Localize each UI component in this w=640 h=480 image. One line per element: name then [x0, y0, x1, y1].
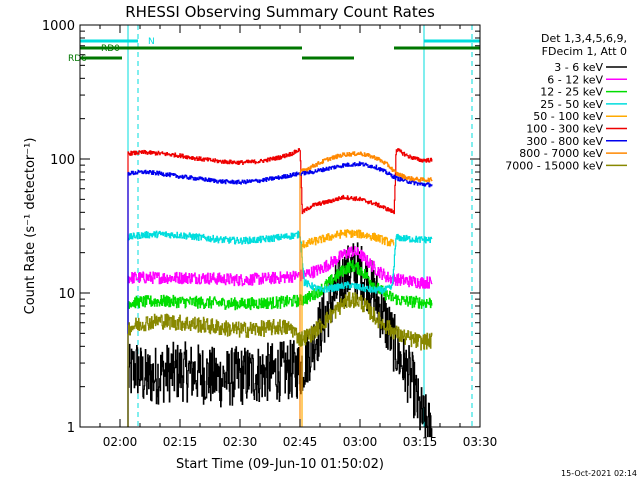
legend-label-12-25-kev: 12 - 25 keV	[540, 86, 603, 99]
legend-label-300-800-kev: 300 - 800 keV	[526, 135, 603, 148]
legend-label-50-100-kev: 50 - 100 keV	[533, 110, 603, 123]
state-bar-label-rd6: RD6	[68, 54, 87, 64]
series-100-300-kev	[127, 148, 433, 427]
y-tick-label: 100	[50, 153, 75, 168]
x-tick-label: 02:30	[223, 435, 258, 449]
series-6-12-kev	[127, 246, 433, 427]
y-tick-label: 10	[58, 287, 75, 302]
legend: Det 1,3,4,5,6,9,FDecim 1, Att 0 3 - 6 keV…	[505, 32, 627, 172]
y-axis-label: Count Rate (s⁻¹ detector⁻¹)	[23, 138, 38, 315]
legend-label-3-6-kev: 3 - 6 keV	[554, 61, 603, 74]
x-tick-label: 03:30	[463, 435, 498, 449]
y-axis-ticks: 1 10 100 1000	[42, 19, 480, 436]
chart-title: RHESSI Observing Summary Count Rates	[125, 3, 435, 21]
x-tick-label: 03:15	[403, 435, 438, 449]
legend-label-6-12-kev: 6 - 12 keV	[547, 73, 603, 86]
series-50-100-kev	[301, 229, 395, 427]
series-7000-15000-kev	[127, 291, 433, 427]
series-800-7000-kev	[299, 151, 433, 427]
x-tick-label: 02:15	[163, 435, 198, 449]
series-300-800-kev	[127, 161, 433, 427]
x-axis-ticks: 02:00 02:15 02:30 02:45 03:00 03:15 03:30	[99, 25, 498, 449]
series-group	[127, 148, 433, 438]
x-tick-label: 03:00	[343, 435, 378, 449]
legend-header-line: FDecim 1, Att 0	[542, 45, 627, 58]
x-axis-label: Start Time (09-Jun-10 01:50:02)	[176, 457, 384, 472]
legend-header-line: Det 1,3,4,5,6,9,	[541, 32, 627, 45]
x-tick-label: 02:00	[103, 435, 138, 449]
x-tick-label: 02:45	[283, 435, 318, 449]
state-bar-label-rd0: RD0	[101, 44, 120, 54]
state-bar-label-n: N	[148, 37, 155, 47]
footer-date: 15-Oct-2021 02:14	[561, 469, 637, 478]
series-25-50-kev	[127, 230, 433, 427]
legend-label-7000-15000-kev: 7000 - 15000 keV	[505, 159, 603, 172]
legend-label-800-7000-kev: 800 - 7000 keV	[519, 147, 603, 160]
state-bars: N RD0 RD6	[68, 37, 480, 64]
legend-label-100-300-kev: 100 - 300 keV	[526, 123, 603, 136]
legend-label-25-50-kev: 25 - 50 keV	[540, 98, 603, 111]
y-tick-label: 1000	[42, 19, 75, 34]
y-tick-label: 1	[67, 421, 75, 436]
